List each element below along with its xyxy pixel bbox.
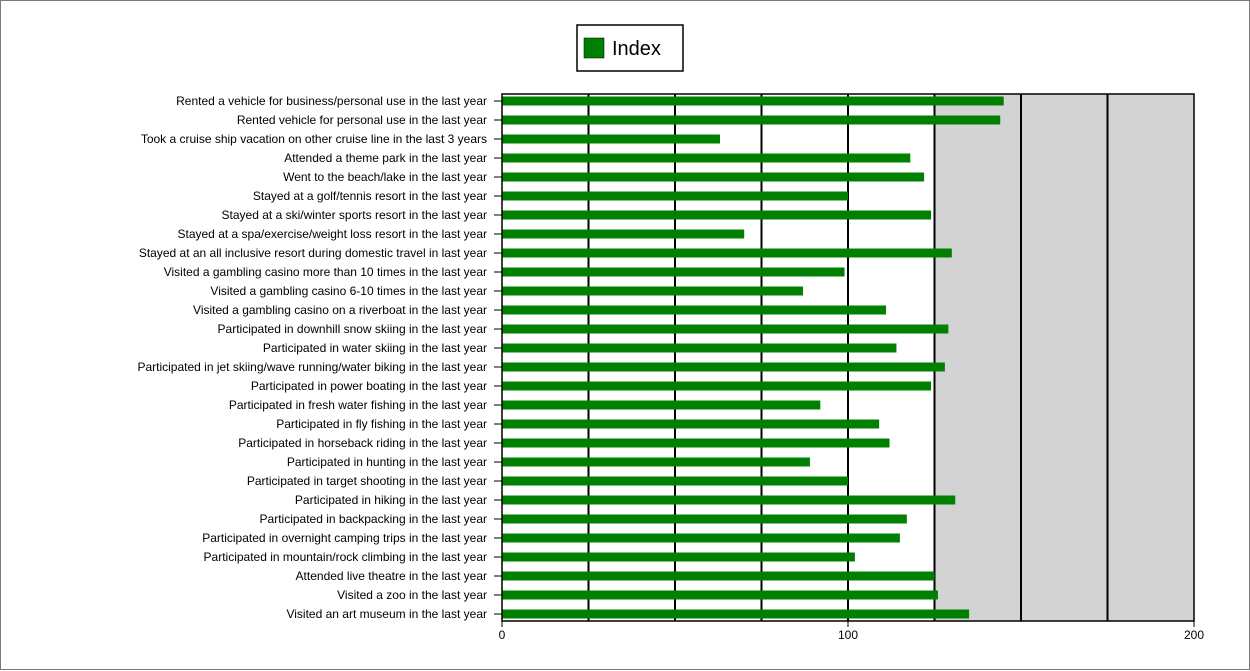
category-label: Stayed at a ski/winter sports resort in … [222, 208, 487, 222]
bar [502, 343, 897, 353]
x-tick-label: 100 [838, 628, 858, 642]
bar [502, 134, 720, 144]
category-label: Stayed at a golf/tennis resort in the la… [253, 189, 487, 203]
bar [502, 229, 745, 239]
bar [502, 210, 932, 220]
category-label: Went to the beach/lake in the last year [283, 170, 487, 184]
category-label: Rented a vehicle for business/personal u… [176, 94, 487, 108]
category-label: Participated in target shooting in the l… [247, 474, 487, 488]
bar [502, 286, 804, 296]
legend-swatch [583, 37, 605, 59]
category-labels: Rented a vehicle for business/personal u… [137, 94, 502, 621]
category-label: Visited a gambling casino more than 10 t… [164, 265, 487, 279]
shaded-region [934, 94, 1194, 621]
category-label: Participated in water skiing in the last… [263, 341, 487, 355]
legend-box [576, 24, 684, 72]
x-tick-label: 0 [499, 628, 506, 642]
category-label: Attended live theatre in the last year [296, 569, 487, 583]
bar [502, 400, 821, 410]
category-label: Attended a theme park in the last year [284, 151, 487, 165]
bar [502, 362, 945, 372]
bar [502, 457, 810, 467]
category-label: Stayed at a spa/exercise/weight loss res… [178, 227, 488, 241]
category-label: Participated in hiking in the last year [295, 493, 487, 507]
bar [502, 514, 907, 524]
legend-label: Index [612, 38, 661, 60]
bar [502, 381, 932, 391]
category-label: Participated in fly fishing in the last … [276, 417, 487, 431]
bar [502, 324, 949, 334]
bar [502, 590, 938, 600]
category-label: Participated in power boating in the las… [251, 379, 487, 393]
bar [502, 267, 845, 277]
legend: Index [576, 24, 684, 72]
x-axis-ticks: 0 100 200 [499, 621, 1204, 642]
category-label: Took a cruise ship vacation on other cru… [141, 132, 487, 146]
category-label: Rented vehicle for personal use in the l… [237, 113, 487, 127]
bar [502, 609, 970, 619]
category-label: Participated in mountain/rock climbing i… [204, 550, 487, 564]
bar [502, 533, 900, 543]
gridlines [587, 94, 1109, 621]
bars [502, 96, 1004, 619]
bar [502, 96, 1004, 106]
bar [502, 153, 911, 163]
category-label: Participated in backpacking in the last … [260, 512, 487, 526]
category-label: Visited a gambling casino on a riverboat… [193, 303, 487, 317]
bar [502, 191, 848, 201]
bar [502, 552, 855, 562]
bar [502, 305, 887, 315]
category-label: Participated in horseback riding in the … [238, 436, 487, 450]
category-label: Visited a zoo in the last year [337, 588, 487, 602]
category-label: Participated in jet skiing/wave running/… [137, 360, 487, 374]
bar [502, 248, 952, 258]
bar [502, 172, 925, 182]
category-label: Participated in hunting in the last year [287, 455, 487, 469]
category-label: Participated in fresh water fishing in t… [229, 398, 487, 412]
category-label: Participated in overnight camping trips … [202, 531, 487, 545]
x-tick-label: 200 [1184, 628, 1204, 642]
category-label: Participated in downhill snow skiing in … [218, 322, 487, 336]
bar [502, 419, 880, 429]
bar [502, 438, 890, 448]
category-label: Stayed at an all inclusive resort during… [139, 246, 487, 260]
bar [502, 476, 848, 486]
bar [502, 495, 956, 505]
category-label: Visited an art museum in the last year [286, 607, 487, 621]
bar [502, 571, 935, 581]
category-label: Visited a gambling casino 6-10 times in … [210, 284, 487, 298]
bar [502, 115, 1001, 125]
